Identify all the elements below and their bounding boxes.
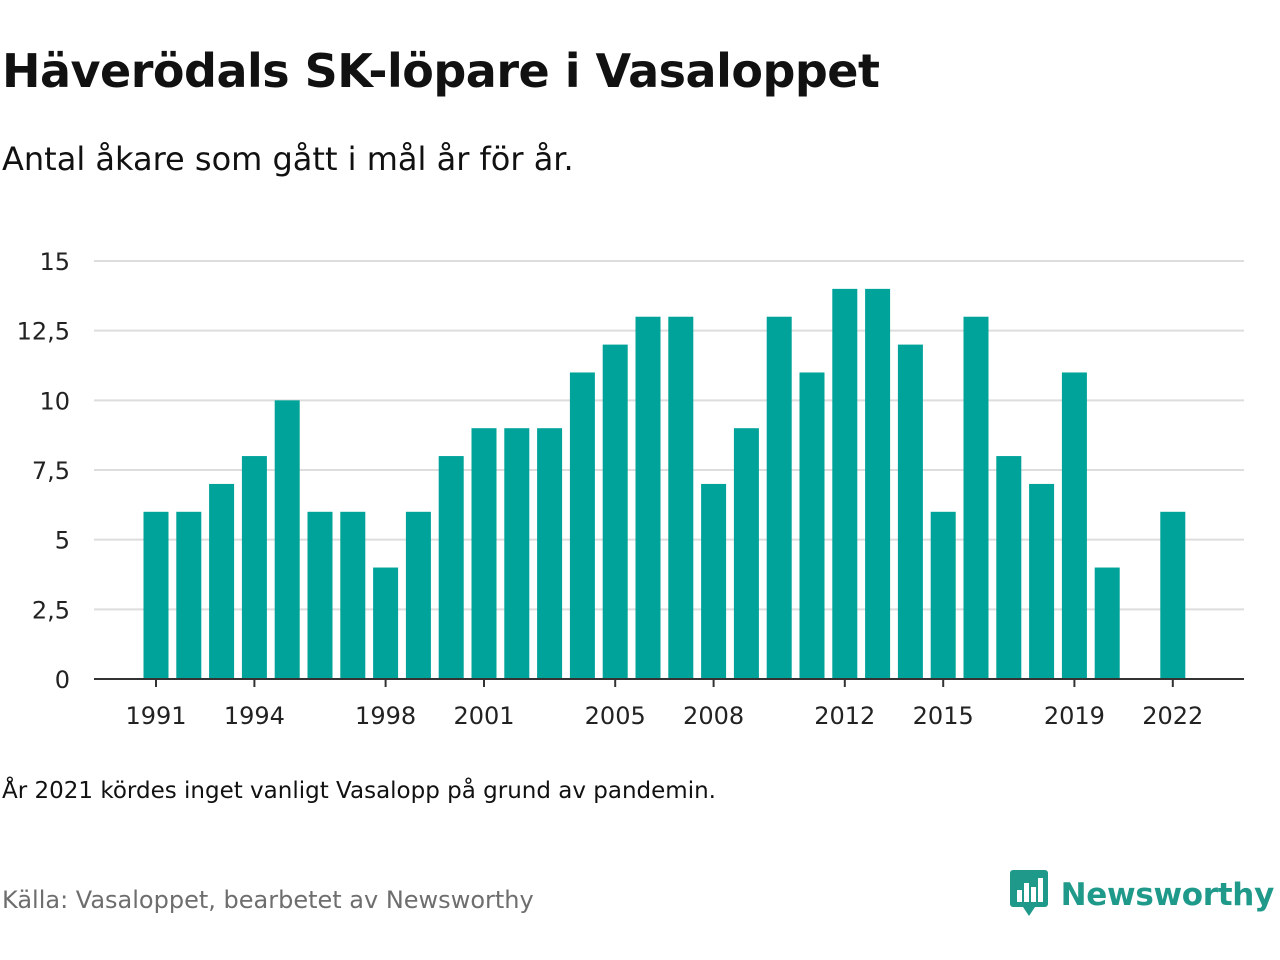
bar bbox=[766, 316, 792, 679]
x-tick-label: 1994 bbox=[224, 702, 285, 730]
x-tick-label: 2012 bbox=[814, 702, 875, 730]
y-tick-label: 0 bbox=[55, 666, 70, 694]
bar bbox=[241, 456, 267, 679]
bar bbox=[701, 483, 727, 679]
chart-subtitle: Antal åkare som gått i mål år för år. bbox=[2, 140, 574, 178]
y-tick-label: 15 bbox=[39, 248, 70, 276]
bar bbox=[996, 456, 1022, 679]
bar bbox=[963, 316, 989, 679]
chart-note: År 2021 kördes inget vanligt Vasalopp på… bbox=[2, 778, 716, 804]
x-tick-label: 2005 bbox=[585, 702, 646, 730]
y-tick-label: 7,5 bbox=[32, 457, 70, 485]
bar bbox=[405, 511, 431, 679]
bar bbox=[1029, 483, 1055, 679]
bar bbox=[569, 372, 595, 679]
bar bbox=[1160, 511, 1186, 679]
bar bbox=[865, 288, 891, 679]
y-tick-label: 5 bbox=[55, 527, 70, 555]
x-tick-label: 1998 bbox=[355, 702, 416, 730]
bar bbox=[668, 316, 694, 679]
bar bbox=[143, 511, 169, 679]
x-tick-label: 2001 bbox=[453, 702, 514, 730]
brand-name: Newsworthy bbox=[1060, 877, 1275, 913]
bar bbox=[209, 483, 235, 679]
bar bbox=[1061, 372, 1087, 679]
x-tick-label: 2019 bbox=[1044, 702, 1105, 730]
bar-chart: 0 2,5 5 7,5 10 12,5 15 1991 1994 1998 2001 2005 2008… bbox=[17, 248, 1244, 730]
bar bbox=[799, 372, 825, 679]
bar bbox=[504, 428, 530, 679]
bar bbox=[373, 567, 399, 679]
x-tick-label: 1991 bbox=[125, 702, 186, 730]
bar bbox=[733, 428, 759, 679]
bar bbox=[307, 511, 333, 679]
axes: 0 2,5 5 7,5 10 12,5 15 1991 1994 1998 2001 2005 2008… bbox=[17, 248, 1244, 730]
chart-title: Häverödals SK-löpare i Vasaloppet bbox=[2, 44, 880, 98]
brand-logo[interactable]: Newsworthy bbox=[1009, 868, 1274, 922]
bar bbox=[635, 316, 661, 679]
source-credit: Källa: Vasaloppet, bearbetet av Newswort… bbox=[2, 886, 534, 914]
bar bbox=[537, 428, 563, 679]
x-tick-label: 2015 bbox=[913, 702, 974, 730]
bar bbox=[832, 288, 858, 679]
bar bbox=[438, 456, 464, 679]
x-tick-label: 2008 bbox=[683, 702, 744, 730]
y-tick-label: 10 bbox=[39, 387, 70, 415]
bar bbox=[340, 511, 366, 679]
bar bbox=[176, 511, 202, 679]
newsworthy-logo-icon bbox=[1009, 868, 1049, 922]
y-tick-label: 2,5 bbox=[32, 596, 70, 624]
y-tick-label: 12,5 bbox=[17, 318, 70, 346]
bars bbox=[143, 288, 1186, 679]
x-tick-label: 2022 bbox=[1142, 702, 1203, 730]
bar bbox=[602, 344, 628, 679]
bar bbox=[274, 400, 300, 679]
bar bbox=[471, 428, 497, 679]
bar bbox=[897, 344, 923, 679]
bar bbox=[1094, 567, 1120, 679]
bar bbox=[930, 511, 956, 679]
